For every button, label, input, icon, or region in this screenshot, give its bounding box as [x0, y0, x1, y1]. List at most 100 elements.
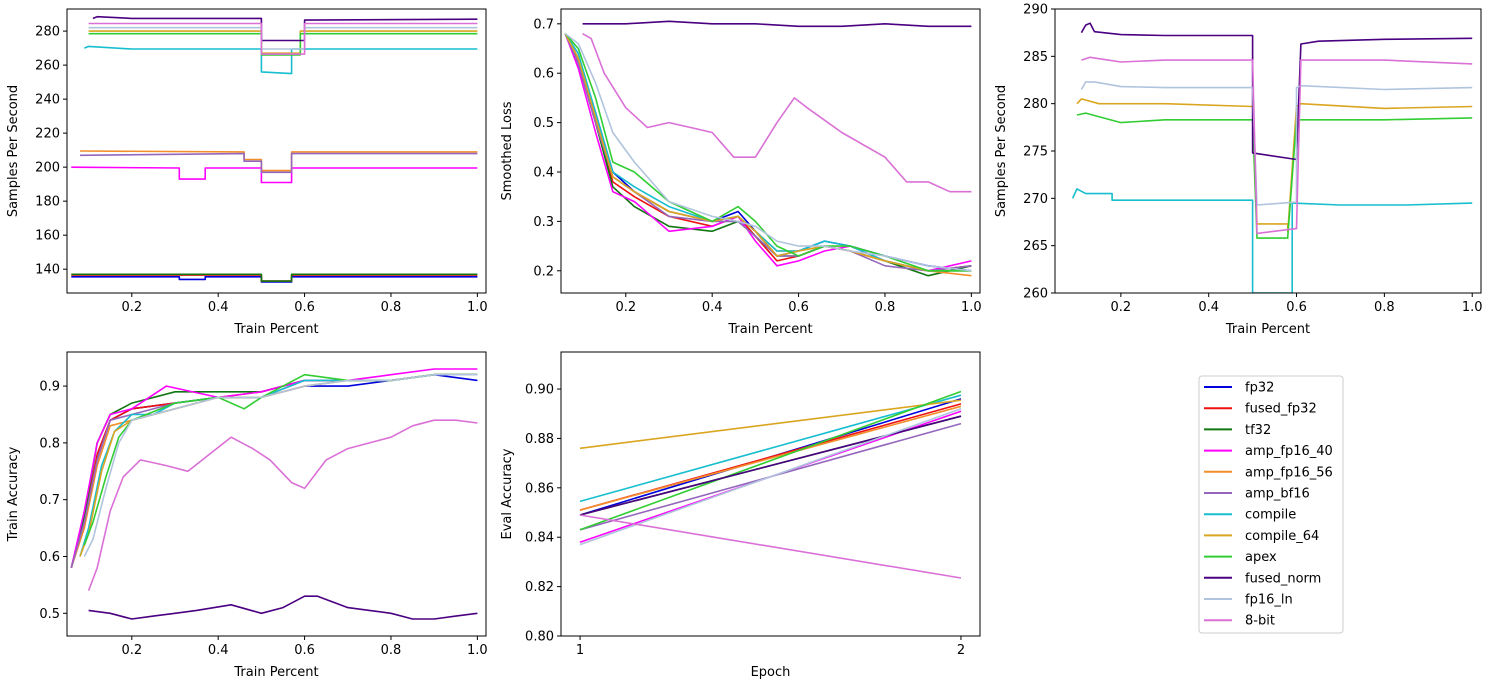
y-tick-label: 0.9 [39, 380, 60, 395]
y-tick-label: 0.5 [533, 116, 554, 131]
y-tick-label: 270 [1023, 192, 1048, 207]
legend-label-fused-norm: fused_norm [1245, 571, 1321, 586]
y-tick-label: 285 [1023, 50, 1048, 65]
y-tick-label: 0.82 [525, 580, 554, 595]
series-line-fp16-ln [1080, 81, 1473, 206]
y-tick-label: 0.6 [39, 550, 60, 565]
plot-frame [66, 8, 487, 294]
series-line-amp-fp16-56 [564, 33, 972, 277]
y-tick-label: 140 [35, 263, 60, 278]
series-line-8-bit [88, 22, 478, 55]
x-tick-label: 0.6 [1286, 300, 1307, 315]
x-tick-label: 0.8 [1374, 300, 1395, 315]
y-axis-label: Smoothed Loss [500, 101, 515, 200]
series-line-fp16-ln [88, 26, 478, 50]
legend-frame [1198, 375, 1344, 634]
series-line-fused-norm [582, 20, 972, 28]
legend: fp32 fused_fp32 tf32 amp_fp16_40 amp_fp16_56… [1198, 375, 1344, 634]
y-tick-label: 160 [35, 229, 60, 244]
y-axis-label: Samples Per Second [994, 85, 1009, 217]
series-line-8-bit [579, 514, 962, 579]
plot-area [579, 390, 962, 579]
series-line-8-bit [582, 33, 972, 193]
x-tick-label: 0.2 [1111, 300, 1132, 315]
y-tick-label: 0.5 [39, 607, 60, 622]
legend-label-fp16-ln: fp16_ln [1245, 593, 1293, 608]
legend-label-amp-fp16-40: amp_fp16_40 [1245, 444, 1333, 459]
y-tick-label: 290 [1023, 3, 1048, 18]
y-tick-label: 280 [35, 25, 60, 40]
series-line-compile [79, 373, 478, 557]
series-line-compile [84, 45, 478, 75]
x-tick-label: 1.0 [467, 300, 488, 315]
y-tick-label: 0.4 [533, 165, 554, 180]
series-line-amp-bf16 [79, 152, 478, 174]
series-line-fused-norm [92, 15, 478, 42]
legend-label-8-bit: 8-bit [1245, 614, 1275, 629]
eval-accuracy-chart: 1 2 0.80 0.82 0.84 0.86 0.88 0.90 Epoch Eval Accu… [500, 351, 981, 680]
series-line-fused-norm [88, 595, 478, 620]
plot-frame [560, 351, 981, 637]
x-axis-label: Epoch [751, 665, 791, 680]
y-tick-label: 0.7 [533, 17, 554, 32]
plot-area [564, 20, 972, 277]
x-tick-label: 1.0 [467, 643, 488, 658]
x-tick-label: 0.2 [615, 300, 636, 315]
plot-frame [560, 8, 981, 294]
series-line-compile-64 [88, 30, 478, 55]
series-line-amp-fp16-40 [71, 166, 478, 184]
plot-frame [1054, 8, 1482, 294]
y-tick-label: 0.8 [39, 436, 60, 451]
y-tick-label: 180 [35, 195, 60, 210]
legend-label-fp32: fp32 [1245, 381, 1274, 396]
y-tick-label: 260 [35, 59, 60, 74]
x-tick-label: 2 [957, 643, 965, 658]
y-tick-label: 275 [1023, 145, 1048, 160]
x-tick-label: 0.4 [702, 300, 723, 315]
throughput-zoom-chart: 0.2 0.4 0.6 0.8 1.0 260 265 270 275 280 285 290 Trai… [994, 3, 1483, 338]
series-line-fp16-ln [564, 33, 972, 272]
y-tick-label: 0.90 [525, 383, 554, 398]
series-line-fused-norm [579, 415, 962, 516]
series-line-compile-64 [579, 399, 962, 450]
series-line-compile-64 [1076, 98, 1473, 233]
series-line-apex [88, 32, 478, 56]
y-axis-label: Eval Accuracy [500, 448, 515, 539]
legend-label-apex: apex [1245, 550, 1277, 565]
plot-area [71, 15, 478, 283]
x-tick-label: 0.6 [788, 300, 809, 315]
y-tick-label: 0.86 [525, 481, 554, 496]
legend-label-tf32: tf32 [1245, 423, 1271, 438]
x-tick-label: 0.6 [294, 300, 315, 315]
legend-label-amp-bf16: amp_bf16 [1245, 487, 1310, 502]
y-tick-label: 240 [35, 93, 60, 108]
y-tick-label: 280 [1023, 97, 1048, 112]
legend-label-compile-64: compile_64 [1245, 529, 1319, 544]
series-line-fused-norm [1080, 22, 1473, 161]
y-tick-label: 0.88 [525, 432, 554, 447]
series-line-compile [579, 394, 962, 503]
x-tick-label: 1.0 [1462, 300, 1483, 315]
y-axis-label: Samples Per Second [6, 85, 21, 217]
series-line-8-bit [87, 419, 478, 591]
series-line-tf32 [71, 273, 478, 282]
y-tick-label: 265 [1023, 239, 1048, 254]
x-tick-label: 0.4 [208, 300, 229, 315]
series-line-apex [564, 33, 972, 272]
series-line-apex [1076, 112, 1473, 239]
x-axis-label: Train Percent [233, 665, 318, 680]
x-tick-label: 0.4 [1198, 300, 1219, 315]
legend-label-amp-fp16-56: amp_fp16_56 [1245, 465, 1333, 480]
x-tick-label: 1.0 [961, 300, 982, 315]
plot-area [70, 368, 478, 620]
legend-label-compile: compile [1245, 508, 1296, 523]
throughput-chart: 0.2 0.4 0.6 0.8 1.0 140 160 180 200 220 240 260 280 T… [6, 8, 488, 337]
series-line-compile [1071, 188, 1473, 293]
plot-area [1071, 22, 1473, 293]
y-tick-label: 0.7 [39, 493, 60, 508]
x-axis-label: Train Percent [233, 322, 318, 337]
x-tick-label: 0.8 [381, 300, 402, 315]
x-tick-label: 1 [576, 643, 584, 658]
x-tick-label: 0.2 [121, 643, 142, 658]
